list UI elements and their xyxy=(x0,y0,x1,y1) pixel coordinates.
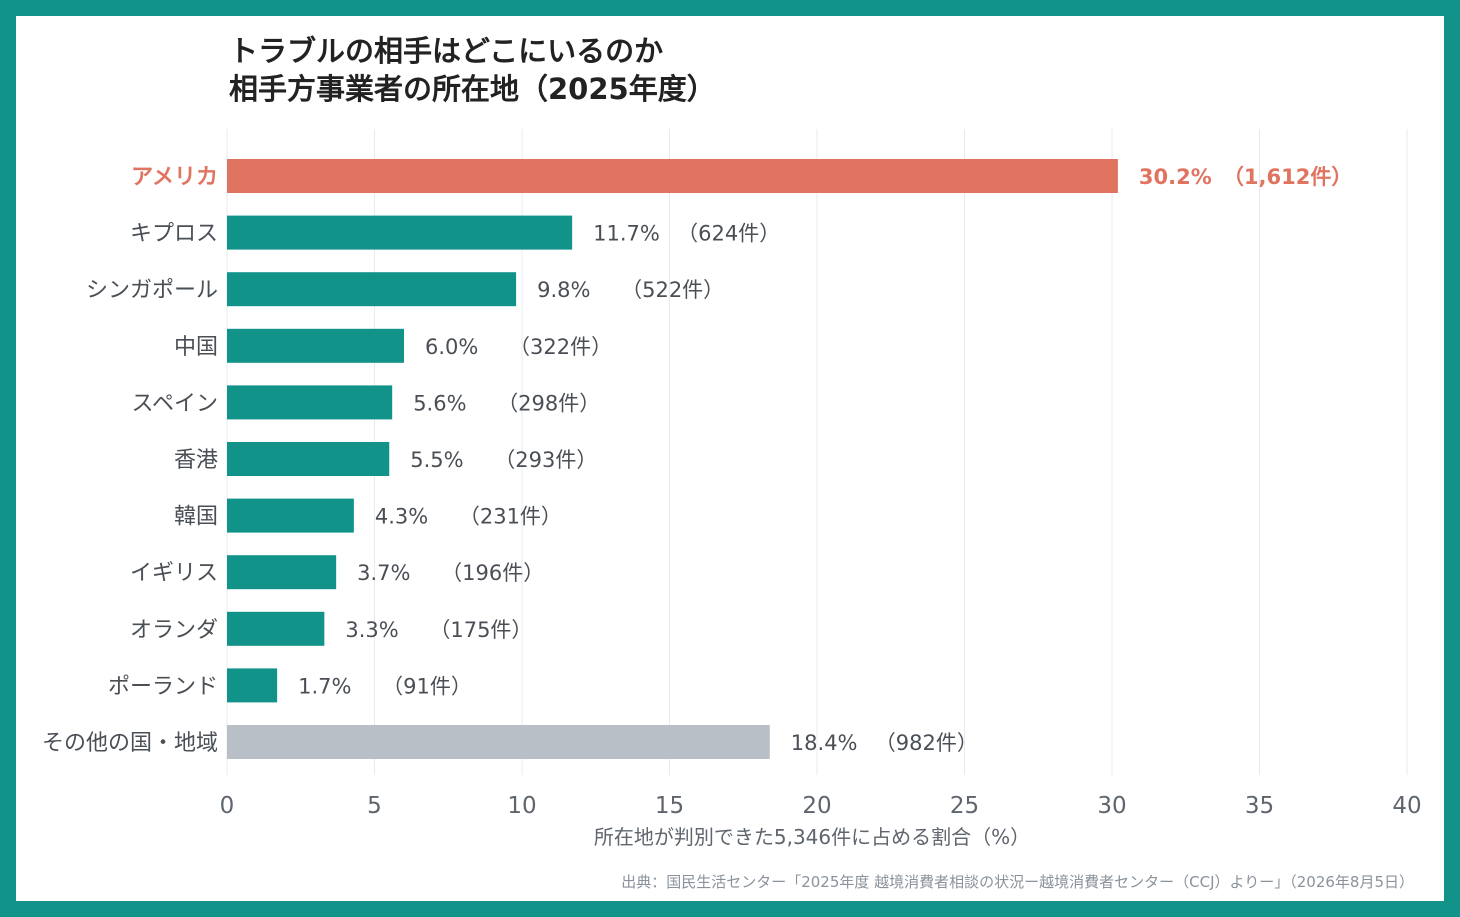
category-label: オランダ xyxy=(130,618,218,643)
value-label: 4.3% xyxy=(375,505,428,529)
source-note: 出典：国民生活センター「2025年度 越境消費者相談の状況ー越境消費者センター（… xyxy=(621,873,1414,891)
x-tick-label: 15 xyxy=(655,793,684,819)
bar xyxy=(227,498,354,533)
count-label: （982件） xyxy=(875,731,978,755)
count-label: （196件） xyxy=(441,561,544,585)
category-label: アメリカ xyxy=(131,165,218,190)
x-tick-label: 0 xyxy=(220,793,235,819)
category-label: キプロス xyxy=(130,222,218,247)
bar xyxy=(227,442,390,476)
x-tick-label: 40 xyxy=(1392,793,1421,819)
bar xyxy=(227,668,278,703)
value-label: 11.7% xyxy=(593,222,660,246)
category-label: 香港 xyxy=(174,448,218,473)
count-label: （91件） xyxy=(382,674,472,698)
category-label: その他の国・地域 xyxy=(42,731,218,756)
count-label: （322件） xyxy=(509,335,612,359)
bar xyxy=(227,215,573,250)
title-line-1: トラブルの相手はどこにいるのか xyxy=(229,34,664,68)
bar xyxy=(227,385,393,420)
x-tick-label: 10 xyxy=(507,793,536,819)
title-line-2: 相手方事業者の所在地（2025年度） xyxy=(229,72,716,106)
count-label: （175件） xyxy=(429,618,532,642)
bar xyxy=(227,555,337,590)
x-axis-title: 所在地が判別できた5,346件に占める割合（%） xyxy=(594,825,1030,849)
chart-title: トラブルの相手はどこにいるのか 相手方事業者の所在地（2025年度） xyxy=(229,32,716,108)
count-label: （298件） xyxy=(497,391,600,415)
bar xyxy=(227,159,1118,193)
x-tick-label: 30 xyxy=(1097,793,1126,819)
category-label: 韓国 xyxy=(174,505,218,530)
count-label: （1,612件） xyxy=(1223,165,1352,189)
value-label: 5.6% xyxy=(413,391,466,415)
category-label: 中国 xyxy=(174,335,218,360)
value-label: 1.7% xyxy=(298,674,351,698)
count-label: （522件） xyxy=(621,278,724,302)
bar xyxy=(227,611,325,646)
value-label: 30.2% xyxy=(1139,165,1212,189)
value-label: 3.3% xyxy=(345,618,398,642)
count-label: （231件） xyxy=(459,505,562,529)
category-label: イギリス xyxy=(130,561,218,586)
count-label: （624件） xyxy=(677,222,780,246)
bar xyxy=(227,272,517,307)
value-label: 18.4% xyxy=(791,731,858,755)
category-label: ポーランド xyxy=(108,674,218,699)
bar-chart: 0 5 10 15 20 25 30 35 40 アメリカ 30.2% （1,612件） キプロス 11.… xyxy=(42,129,1422,849)
value-label: 6.0% xyxy=(425,335,478,359)
value-label: 9.8% xyxy=(537,278,590,302)
value-label: 3.7% xyxy=(357,561,410,585)
category-label: スペイン xyxy=(132,391,218,416)
category-label: シンガポール xyxy=(86,278,218,303)
x-tick-label: 25 xyxy=(950,793,979,819)
x-tick-label: 5 xyxy=(367,793,382,819)
x-tick-label: 20 xyxy=(802,793,831,819)
value-label: 5.5% xyxy=(410,448,463,472)
x-tick-label: 35 xyxy=(1245,793,1274,819)
chart-frame: トラブルの相手はどこにいるのか 相手方事業者の所在地（2025年度） 0 5 10 1… xyxy=(16,16,1444,901)
count-label: （293件） xyxy=(494,448,597,472)
bar xyxy=(227,725,770,759)
bar xyxy=(227,328,404,363)
